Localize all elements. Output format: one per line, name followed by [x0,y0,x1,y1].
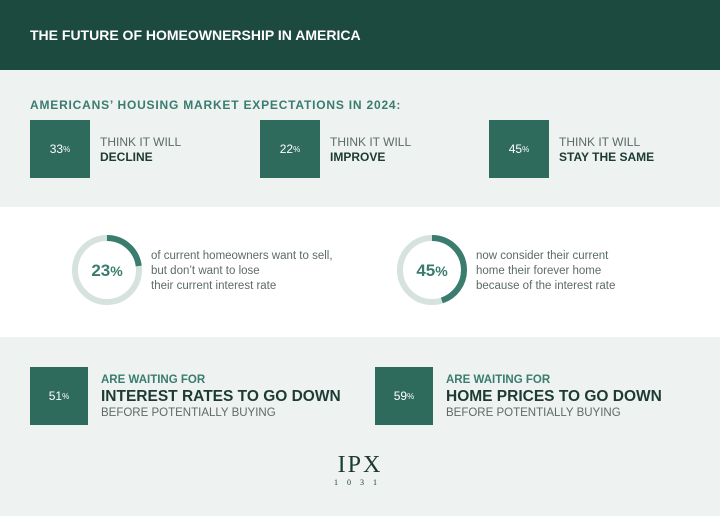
header-band [0,0,720,70]
stat-box: 33% [30,120,90,178]
donut-arc [72,235,142,305]
wait-tail: BEFORE POTENTIALLY BUYING [101,407,276,419]
donut-text: but don’t want to lose [151,265,260,277]
logo-name: IPX [337,452,383,478]
donut-label: 23% [91,261,123,280]
donut-text: now consider their current [476,250,609,262]
stat-box: 51% [30,367,88,425]
stat-lead: THINK IT WILL [330,135,412,149]
donut-label: 45% [416,261,448,280]
wait-headline: INTEREST RATES TO GO DOWN [101,388,341,405]
stat-unit: % [522,144,530,154]
stat-outcome: STAY THE SAME [559,150,655,164]
donut-text: their current interest rate [151,280,277,292]
stat-value: 51 [48,389,63,403]
stat-value: 22 [279,142,294,156]
stat-unit: % [63,144,71,154]
stat-value: 45 [508,142,523,156]
donut-text: home their forever home [476,265,602,277]
donut-unit: % [110,263,123,279]
section-title: AMERICANS’ HOUSING MARKET EXPECTATIONS I… [30,98,402,112]
donut-text: because of the interest rate [476,280,616,292]
stat-box: 45% [489,120,549,178]
wait-tail: BEFORE POTENTIALLY BUYING [446,407,621,419]
stat-lead: THINK IT WILL [100,135,182,149]
stat-unit: % [407,391,415,401]
donut-layer: 23% 45% [72,235,467,305]
stat-outcome: IMPROVE [330,150,386,164]
donut-value: 45 [416,261,435,280]
stat-lead: THINK IT WILL [559,135,641,149]
stat-unit: % [293,144,301,154]
wait-lead: ARE WAITING FOR [101,374,206,386]
wait-headline: HOME PRICES TO GO DOWN [446,388,662,405]
donut-unit: % [435,263,448,279]
donut-value: 23 [91,261,110,280]
logo-number: 1031 [334,478,386,487]
expectations-band [0,70,720,207]
stat-value: 33 [49,142,64,156]
donut-arc [397,235,467,305]
waiting-band [0,337,720,516]
donut-text: of current homeowners want to sell, [151,250,333,262]
stat-value: 59 [393,389,408,403]
stat-outcome: DECLINE [100,150,153,164]
stat-box: 59% [375,367,433,425]
wait-lead: ARE WAITING FOR [446,374,551,386]
page-title: THE FUTURE OF HOMEOWNERSHIP IN AMERICA [30,27,361,43]
stat-unit: % [62,391,70,401]
stat-box: 22% [260,120,320,178]
